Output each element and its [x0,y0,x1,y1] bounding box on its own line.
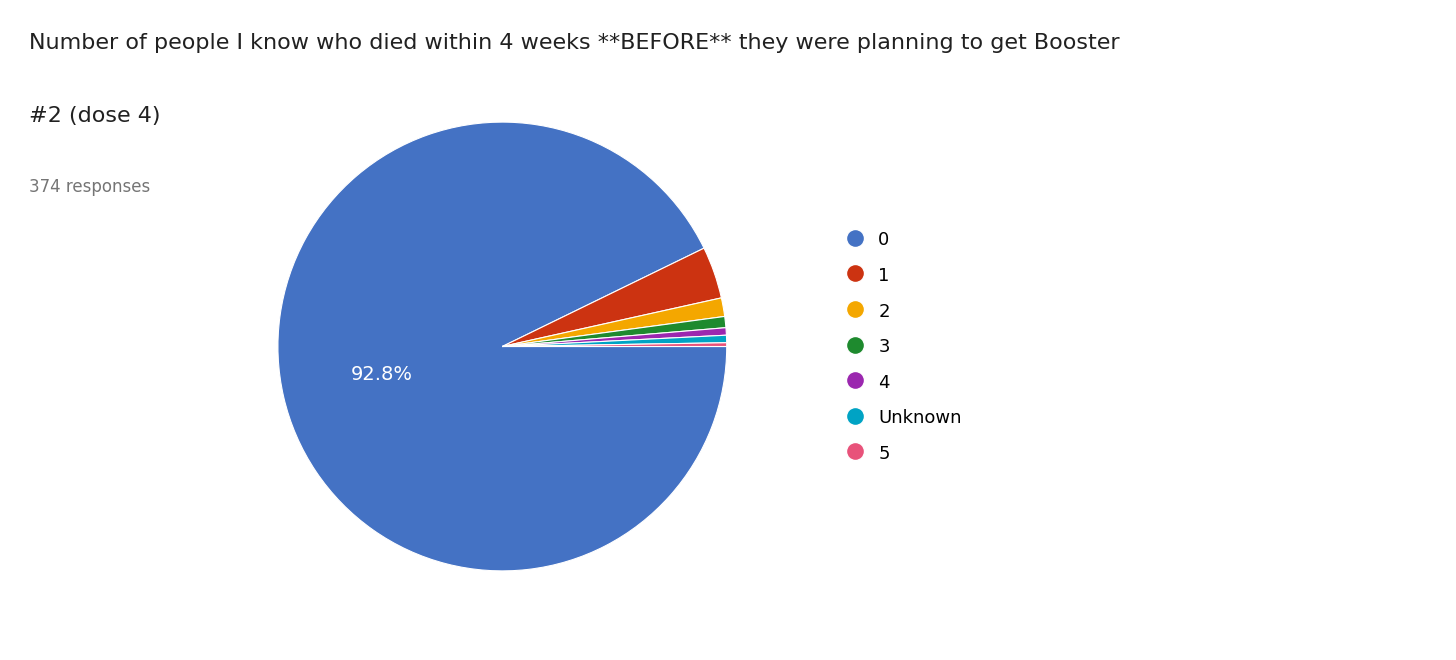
Wedge shape [502,335,727,347]
Wedge shape [502,343,727,346]
Text: 92.8%: 92.8% [351,365,414,383]
Wedge shape [502,298,725,346]
Text: Number of people I know who died within 4 weeks **BEFORE** they were planning to: Number of people I know who died within … [29,33,1120,53]
Text: #2 (dose 4): #2 (dose 4) [29,106,160,125]
Wedge shape [502,248,721,346]
Text: 374 responses: 374 responses [29,178,150,196]
Wedge shape [278,122,727,571]
Legend: 0, 1, 2, 3, 4, Unknown, 5: 0, 1, 2, 3, 4, Unknown, 5 [837,221,971,472]
Wedge shape [502,316,727,346]
Wedge shape [502,327,727,347]
